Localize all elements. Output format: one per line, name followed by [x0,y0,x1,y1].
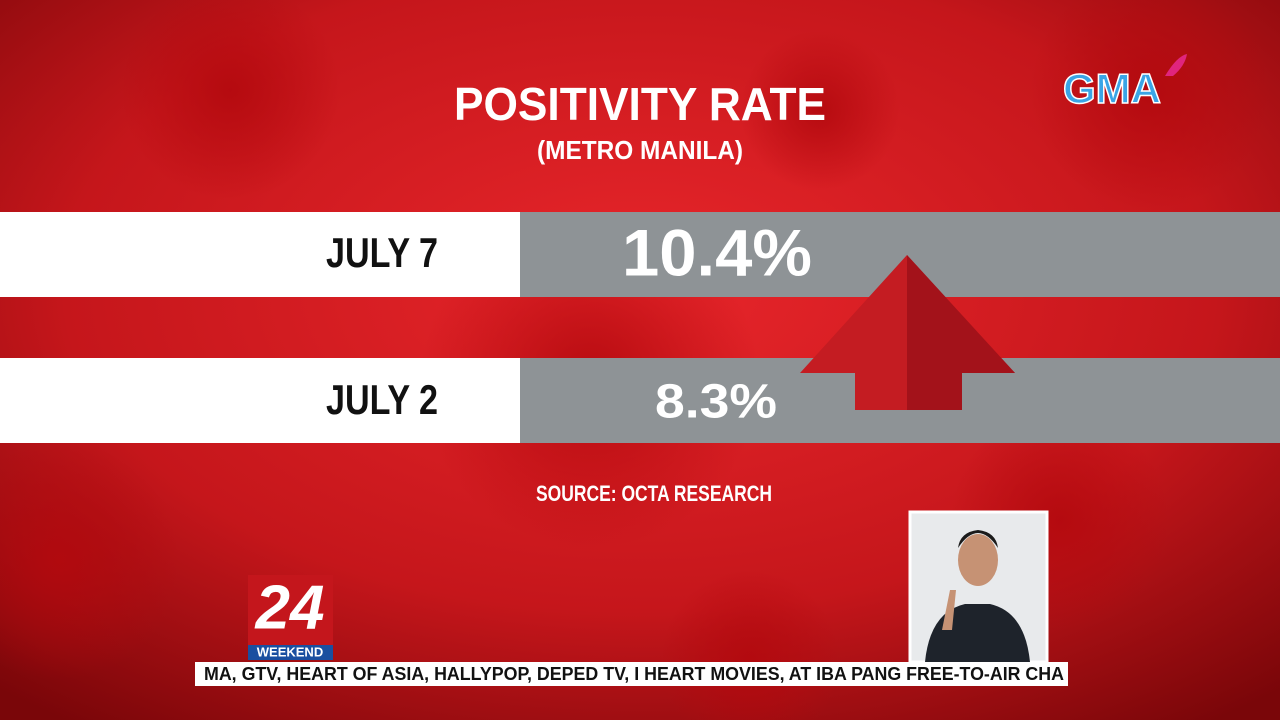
value-label: 8.3% [655,376,777,429]
date-label: JULY 2 [326,376,438,423]
interpreter-inset [908,510,1049,664]
logo-band [248,645,333,660]
title: POSITIVITY RATE [454,78,826,130]
date-cell [0,358,520,443]
logo-box [248,575,333,645]
row: JULY 7 10.4% [0,212,1280,297]
date-cell [0,212,520,297]
date-label: JULY 7 [326,229,438,276]
subtitle: (METRO MANILA) [537,135,743,165]
value-label: 10.4% [622,215,812,289]
logo-number: 24 [255,573,325,642]
row: JULY 2 8.3% [0,358,1280,443]
ticker-text: MA, GTV, HEART OF ASIA, HALLYPOP, DEPED … [204,664,1064,684]
logo-heart [1165,54,1187,76]
ticker-bar [195,662,1068,686]
network-logo: GMA [1063,65,1161,112]
up-arrow [800,255,1015,410]
show-logo: 24 WEEKEND [248,573,333,660]
source-note: SOURCE: OCTA RESEARCH [536,481,772,506]
logo-name: WEEKEND [257,644,323,659]
